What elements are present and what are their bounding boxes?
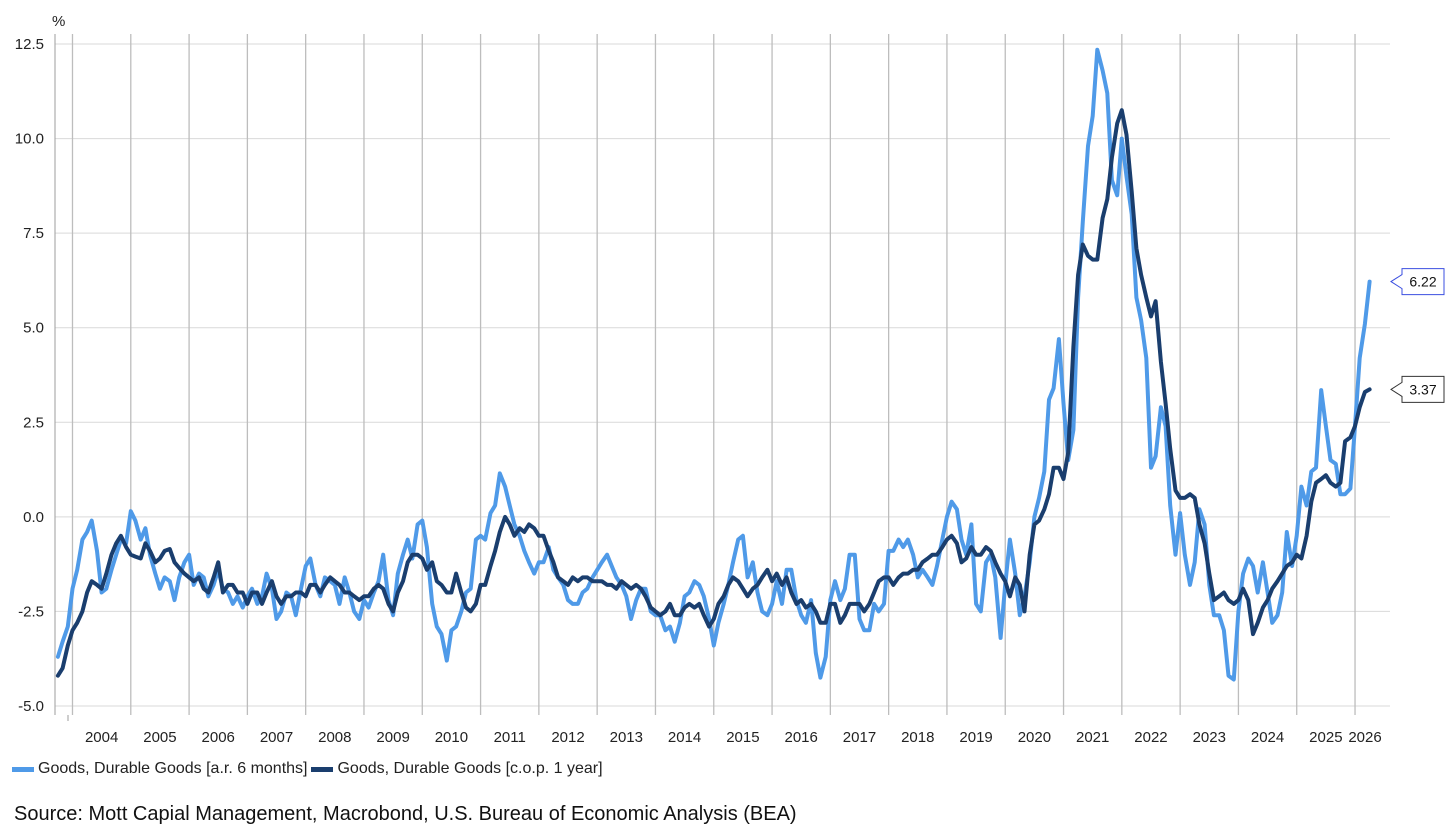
legend-swatch-cop1	[311, 766, 334, 772]
y-tick-label: 10.0	[15, 131, 44, 148]
legend: Goods, Durable Goods [a.r. 6 months] Goo…	[12, 760, 607, 778]
legend-item-ar6: Goods, Durable Goods [a.r. 6 months]	[12, 760, 307, 778]
x-tick-label: 2017	[843, 729, 876, 746]
chart: 12.510.07.55.02.50.0-2.5-5.0 2004 2005 200…	[15, 13, 1445, 746]
legend-label-cop1: Goods, Durable Goods [c.o.p. 1 year]	[337, 760, 603, 777]
x-tick-label: 2018	[901, 729, 934, 746]
callout-value-0: 6.22	[1409, 274, 1436, 290]
x-tick-label: 2025	[1309, 729, 1342, 746]
y-tick-label: -2.5	[18, 603, 44, 620]
series-line-1	[55, 108, 1372, 678]
x-tick-label: 2008	[318, 729, 351, 746]
legend-swatch-ar6	[12, 766, 34, 772]
series-line-0	[55, 47, 1372, 682]
x-tick-label: 2012	[551, 729, 584, 746]
y-tick-label: 2.5	[23, 414, 44, 431]
x-tick-labels: 2004 2005 2006 2007 2008 2009 2010 2011 2012 2013…	[85, 729, 1382, 746]
callout-box-0	[1390, 268, 1445, 296]
x-tick-label: 2009	[376, 729, 409, 746]
y-tick-labels: 12.5 10.0 7.5 5.0 2.5 0.0 -2.5 -5.0	[15, 36, 44, 715]
x-tick-label: 2016	[785, 729, 818, 746]
legend-label-ar6: Goods, Durable Goods [a.r. 6 months]	[38, 760, 308, 777]
x-tick-label: 2013	[610, 729, 643, 746]
x-tick-label: 2019	[959, 729, 992, 746]
x-tick-label: 2024	[1251, 729, 1284, 746]
horizontal-gridlines	[55, 43, 1390, 707]
series-lines	[55, 47, 1372, 682]
callout-box-1	[1390, 375, 1445, 403]
axes	[54, 34, 69, 721]
y-tick-label: 7.5	[23, 225, 44, 242]
y-tick-label: 0.0	[23, 509, 44, 526]
y-tick-label: 5.0	[23, 320, 44, 337]
x-tick-label: 2011	[494, 729, 526, 746]
x-tick-label: 2023	[1193, 729, 1226, 746]
callout-value-1: 3.37	[1409, 381, 1436, 397]
x-tick-label: 2026	[1348, 729, 1381, 746]
source-note: Source: Mott Capial Management, Macrobon…	[14, 803, 797, 825]
x-tick-label: 2015	[726, 729, 759, 746]
x-tick-label: 2010	[435, 729, 468, 746]
x-tick-label: 2005	[143, 729, 176, 746]
last-value-callouts: 6.22 3.37	[1390, 268, 1445, 403]
y-tick-label: -5.0	[18, 698, 44, 715]
x-tick-label: 2022	[1134, 729, 1167, 746]
x-tick-label: 2021	[1076, 729, 1109, 746]
x-tick-label: 2006	[202, 729, 235, 746]
x-tick-label: 2004	[85, 729, 118, 746]
x-tick-label: 2020	[1018, 729, 1051, 746]
legend-item-cop1: Goods, Durable Goods [c.o.p. 1 year]	[311, 760, 603, 778]
y-unit-label: %	[52, 13, 65, 30]
y-tick-label: 12.5	[15, 36, 44, 53]
x-tick-label: 2007	[260, 729, 293, 746]
x-tick-label: 2014	[668, 729, 701, 746]
